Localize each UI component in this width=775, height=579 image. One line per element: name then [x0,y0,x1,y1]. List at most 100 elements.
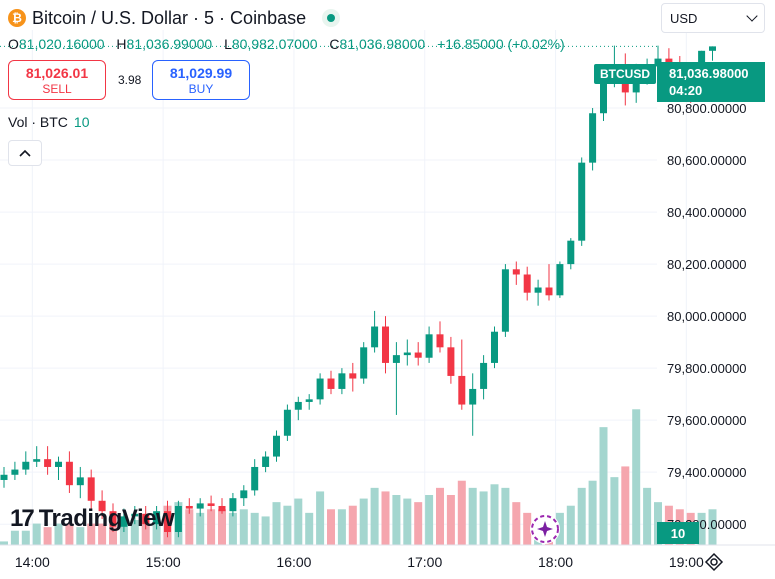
close-label: C [329,36,340,52]
volume-bar [523,512,532,545]
candle-body [501,269,509,332]
spread-value: 3.98 [118,73,142,87]
volume-bar [54,523,63,545]
volume-bar [119,523,128,545]
currency-select[interactable]: USD [661,3,765,33]
chevron-up-icon [19,149,31,157]
tradingview-mark-icon: 17 [10,505,35,532]
candle-body [371,326,379,348]
candle-body [491,331,498,363]
volume-bar [446,495,455,545]
sell-price: 81,026.01 [25,65,89,81]
candle-body [578,162,586,241]
price-tick-label: 80,600.00000 [667,153,747,168]
candle-body [327,378,335,389]
volume-bar [370,487,379,545]
volume-bar [76,527,85,545]
price-tick-label: 80,400.00000 [667,205,747,220]
candle-body [349,373,357,379]
candle-body [164,511,171,532]
price-tick-label: 80,200.00000 [667,257,747,272]
buy-button[interactable]: 81,029.99 BUY [152,60,250,100]
volume-bar [327,509,335,545]
volume-bar [152,516,161,545]
candle-body [87,477,95,501]
time-tick-label: 17:00 [407,554,442,570]
volume-bar [697,512,706,545]
candle-body [33,459,41,462]
volume-bar [436,487,444,545]
volume-legend[interactable]: Vol · BTC 10 [8,114,89,130]
candle-body [425,334,433,358]
candle-body [185,505,193,509]
price-tick-label: 79,600.00000 [667,413,747,428]
volume-bar [632,409,641,545]
settings-icon[interactable] [703,551,725,573]
volume-bar [348,505,357,545]
volume-bar [425,495,434,545]
volume-bar [337,509,346,545]
volume-bar [643,487,652,545]
tradingview-logo[interactable]: 17 TradingView [10,505,175,533]
candle-body [294,401,302,410]
candle-body [589,113,597,163]
symbol-header[interactable]: ₿ Bitcoin / U.S. Dollar · 5 · Coinbase [8,6,341,30]
volume-legend-value: 10 [73,114,90,130]
volume-bar [196,512,205,545]
collapse-legend-button[interactable] [8,140,42,166]
candle-body [196,503,204,509]
candlesticks [0,45,716,538]
market-status-icon[interactable] [322,9,341,27]
candle-body [207,503,215,506]
volume-bar [65,523,74,545]
candle-body [567,240,575,265]
candle-body [0,474,8,480]
candle-body [218,505,226,512]
high-label: H [116,36,127,52]
candle-body [480,362,488,389]
price-tick-label: 80,000.00000 [667,309,747,324]
candle-body [55,461,62,467]
candle-body [240,490,248,499]
bar-countdown: 04:20 [669,83,703,98]
symbol-price-tag: BTCUSD [594,64,656,84]
volume-bar [392,495,401,545]
volume-bar [261,516,270,545]
volume-bar [10,530,19,545]
candle-body [262,456,270,467]
symbol-title[interactable]: Bitcoin / U.S. Dollar · 5 · Coinbase [32,7,307,28]
candle-body [414,352,422,358]
volume-bar [610,477,619,545]
volume-scale-label: 10 [657,522,699,544]
sell-button[interactable]: 81,026.01 SELL [8,60,106,100]
volume-bar [708,509,717,545]
candle-body [338,373,346,389]
time-tick-label: 15:00 [146,554,181,570]
volume-bar [283,505,292,545]
volume-bar [239,509,248,545]
magic-sparkle-icon[interactable] [530,514,560,544]
volume-bar [294,498,303,545]
candle-body [316,378,324,400]
ohlc-legend: O81,020.16000 H81,036.99000 L80,982.0700… [8,36,573,52]
volume-bar [43,527,52,545]
candle-body [174,505,182,532]
candle-body [109,511,117,527]
candle-body [11,469,19,475]
low-label: L [224,36,232,52]
candle-body [403,352,411,356]
volume-bar [457,480,466,545]
candle-body [458,375,466,405]
volume-bar [381,491,390,545]
change-value: +16.85000 (+0.02%) [437,36,565,52]
tradingview-wordmark: TradingView [38,505,175,532]
volume-bar [0,541,8,545]
candle-body [556,264,564,296]
volume-bar [98,523,107,545]
price-axis-labels: 79,200.0000079,400.0000079,600.0000079,8… [667,101,747,532]
candle-body [545,287,553,296]
volume-bar [566,505,575,545]
candle-body [22,461,30,470]
